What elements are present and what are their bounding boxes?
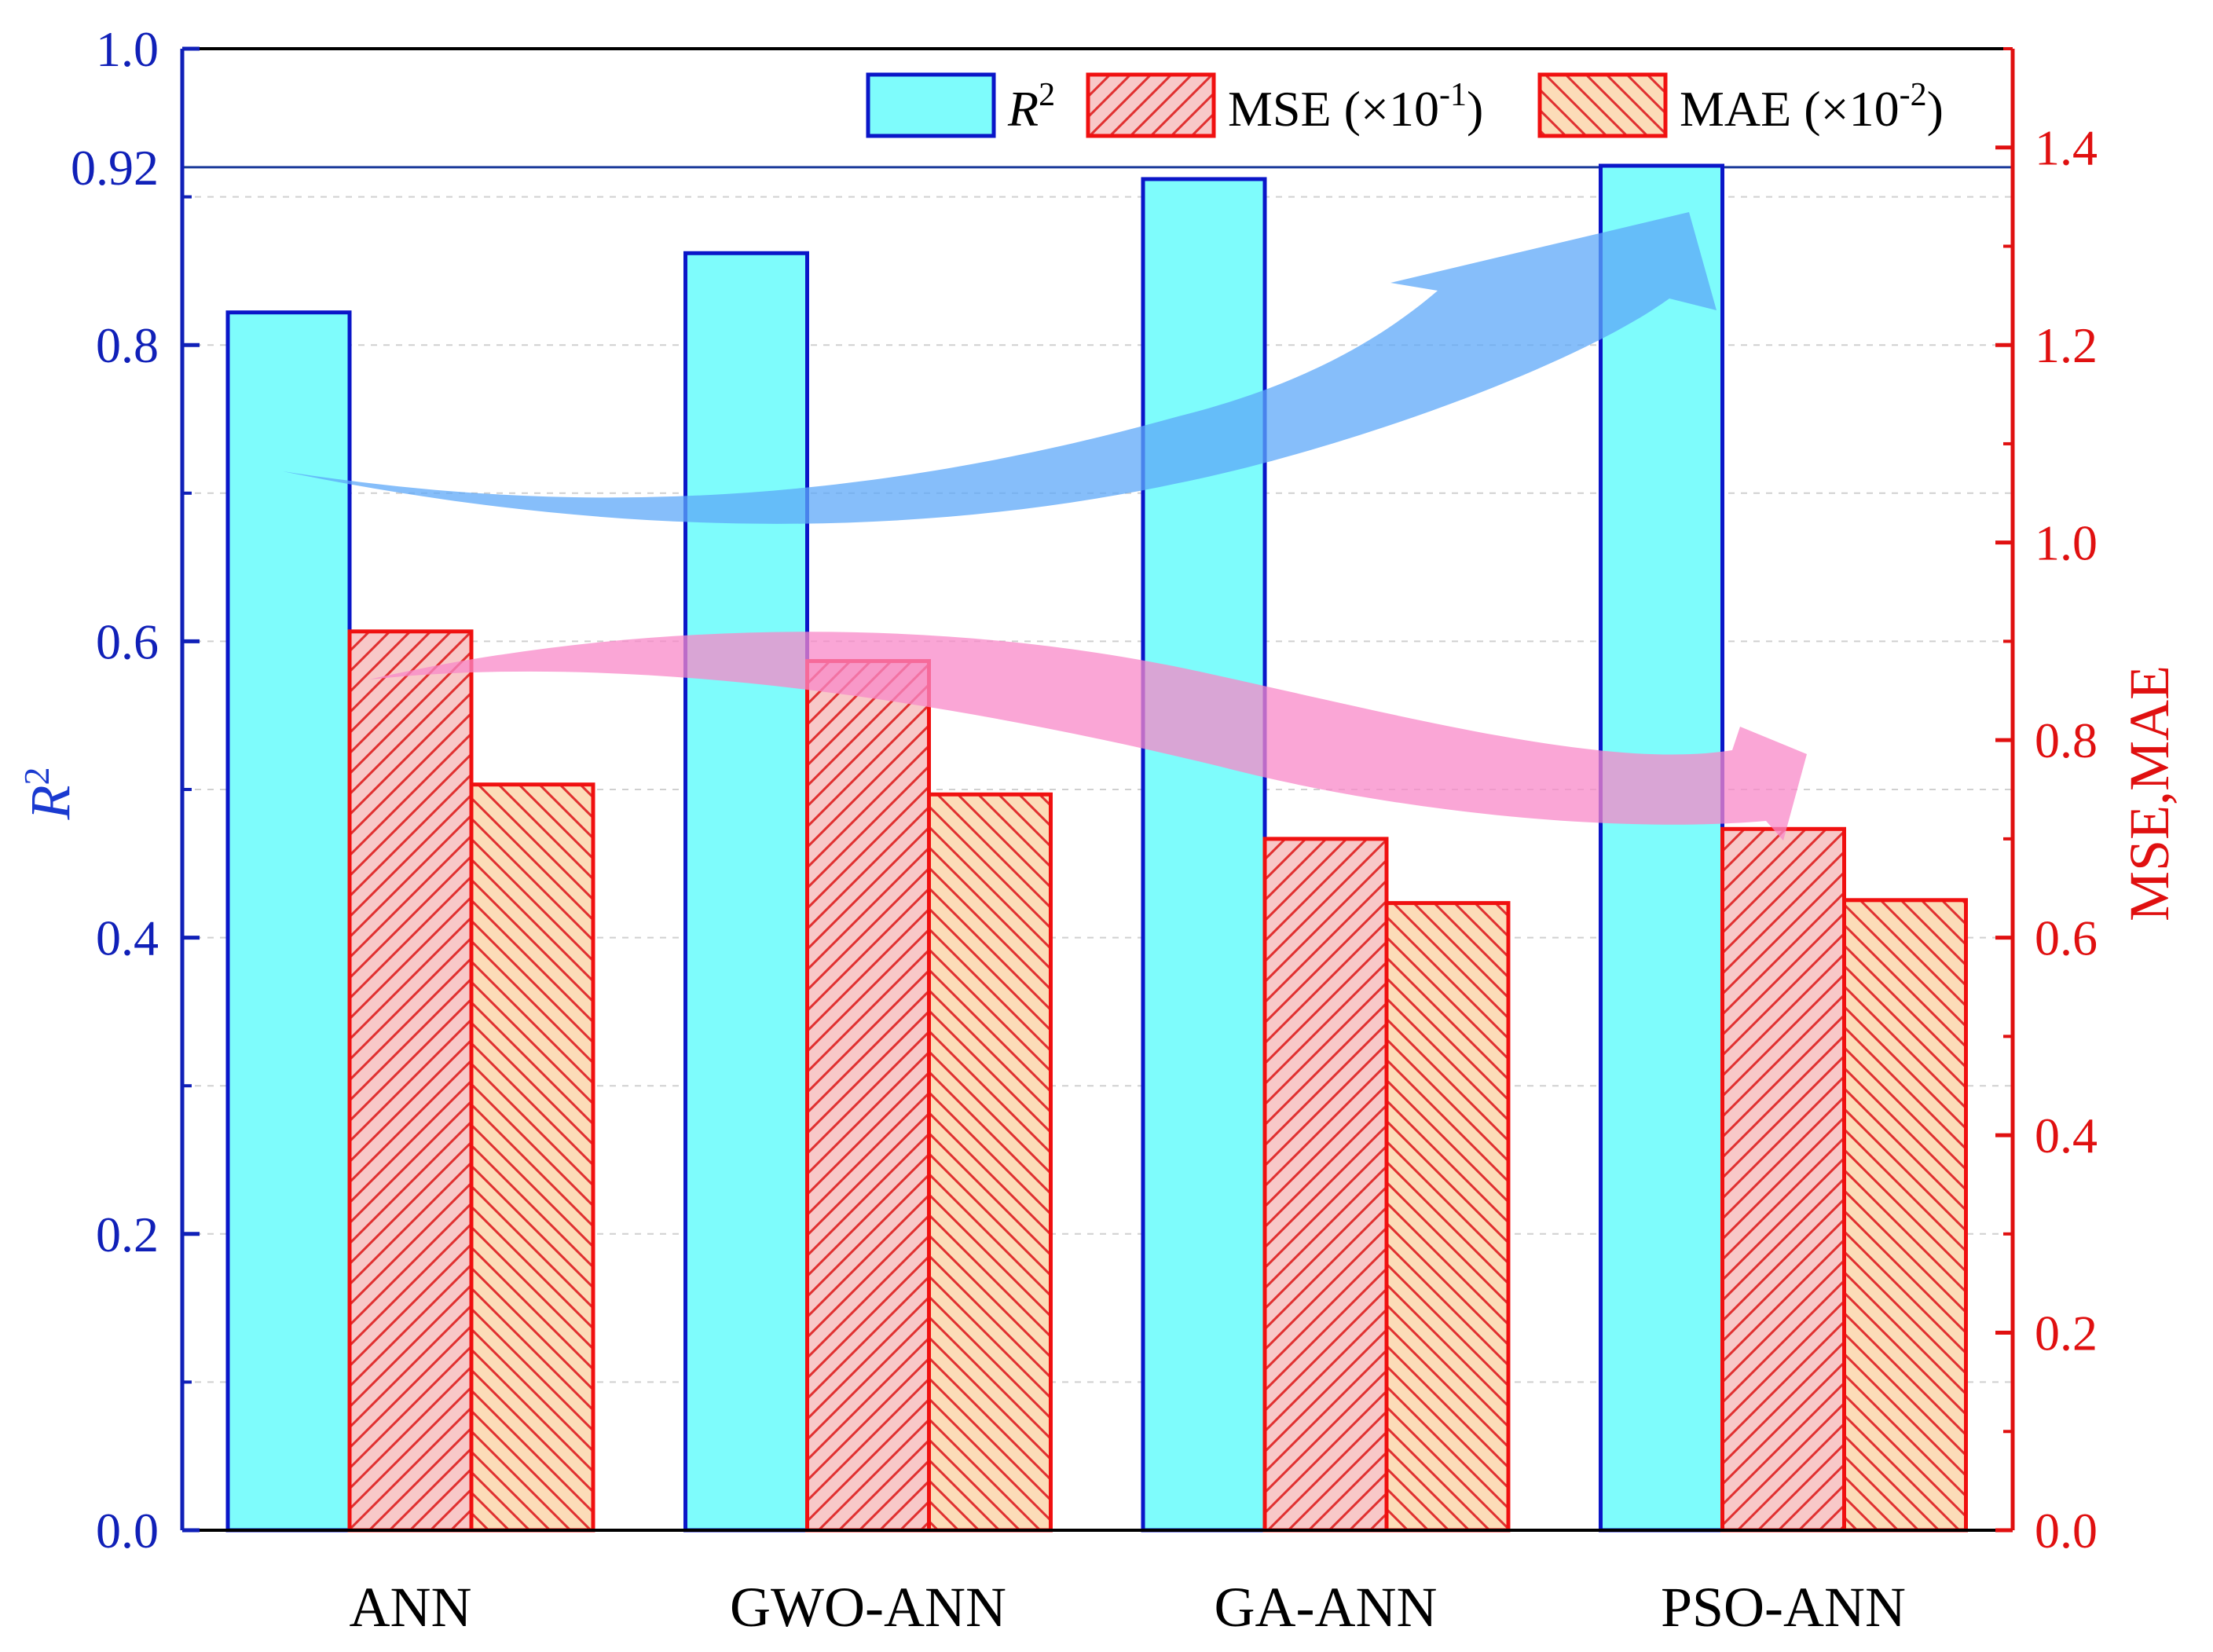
right-tick-label: 1.0 [2035,515,2098,571]
r2-bar [683,251,809,1533]
x-tick-label: ANN [350,1576,472,1639]
left-tick-label: 0.4 [96,910,159,966]
legend-swatch [866,72,996,138]
left-axis-title: R2 [16,767,82,821]
right-tick-label: 0.2 [2035,1306,2098,1361]
left-tick-label: 1.0 [96,21,159,77]
left-tick-label: 0.0 [96,1503,159,1559]
right-tick-label: 1.2 [2035,317,2098,373]
legend-label: MAE (×10-2) [1680,77,1944,137]
right-tick-label: 0.8 [2035,712,2098,768]
r2-bar [225,310,352,1533]
left-tick-label: 0.2 [96,1207,159,1262]
right-tick-label: 0.6 [2035,910,2098,966]
right-axis-title: MSE,MAE [2118,665,2181,921]
r2-bar [1599,163,1724,1533]
right-tick-label: 1.4 [2035,120,2098,176]
r2-bar [1141,177,1267,1533]
legend-swatch [1537,72,1668,138]
mse-bar [1262,837,1389,1533]
left-tick-label: 0.6 [96,614,159,669]
x-tick-label: GA-ANN [1215,1576,1438,1639]
axes-group: 0.0 0.2 0.4 0.6 0.8 1.0 0.92 0.0 0.2 0.4 0.6 0.8 1.0… [16,21,2181,1559]
mae-bar [469,782,595,1533]
mae-bar [1384,901,1511,1533]
right-tick-label: 0.0 [2035,1503,2098,1559]
mae-bar [1842,898,1968,1533]
legend-label: MSE (×10-1) [1228,77,1483,137]
x-tick-label: PSO-ANN [1661,1576,1906,1639]
bars-group: ANN GWO-ANN GA-ANN PSO-ANN [225,163,1968,1639]
mse-bar [805,659,931,1533]
legend-label: R2 [1007,77,1055,137]
increasing-trend-arrow [283,212,1717,524]
legend: R2 MSE (×10-1) MAE (×10-2) [866,72,1944,138]
legend-swatch [1086,72,1216,138]
mae-bar [927,792,1053,1533]
left-tick-label-0-92: 0.92 [71,140,159,196]
right-tick-label: 0.4 [2035,1108,2098,1163]
decreasing-trend-arrow [369,632,1807,841]
mse-bar [347,629,474,1533]
x-tick-label: GWO-ANN [730,1576,1006,1639]
mse-bar [1720,826,1846,1533]
left-tick-label: 0.8 [96,317,159,373]
